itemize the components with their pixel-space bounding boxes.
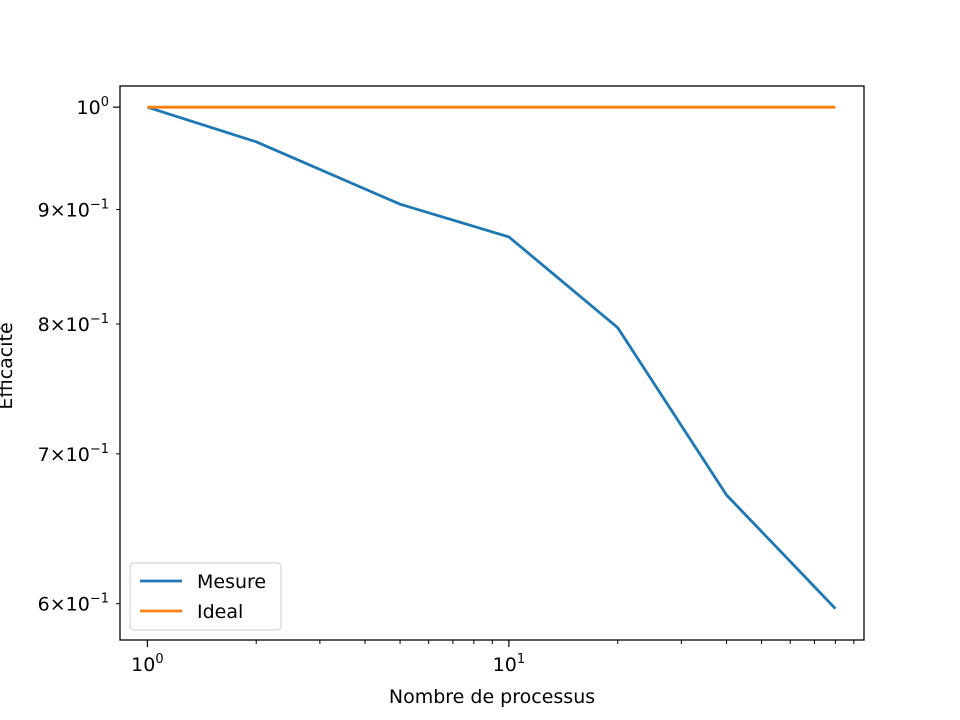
y-tick-label: 9×10−1 <box>38 198 109 222</box>
y-axis: 100 9×10−1 8×10−1 7×10−1 6×10−1 <box>38 95 120 616</box>
x-tick-label: 101 <box>493 652 525 676</box>
legend: Mesure Ideal <box>129 562 282 631</box>
series-line-mesure <box>146 105 837 610</box>
y-axis-label: Efficacité <box>0 322 17 409</box>
plot-frame <box>119 85 865 641</box>
legend-label: Ideal <box>197 601 243 623</box>
y-tick-label: 8×10−1 <box>38 312 109 336</box>
x-axis-label: Nombre de processus <box>389 686 595 708</box>
y-tick-label: 100 <box>77 95 109 119</box>
y-tick-label: 6×10−1 <box>38 592 109 616</box>
x-axis: 100 101 <box>131 640 855 676</box>
x-tick-label: 100 <box>131 652 163 676</box>
y-tick-label: 7×10−1 <box>38 442 109 466</box>
series-layer <box>146 105 837 610</box>
legend-label: Mesure <box>197 571 266 593</box>
